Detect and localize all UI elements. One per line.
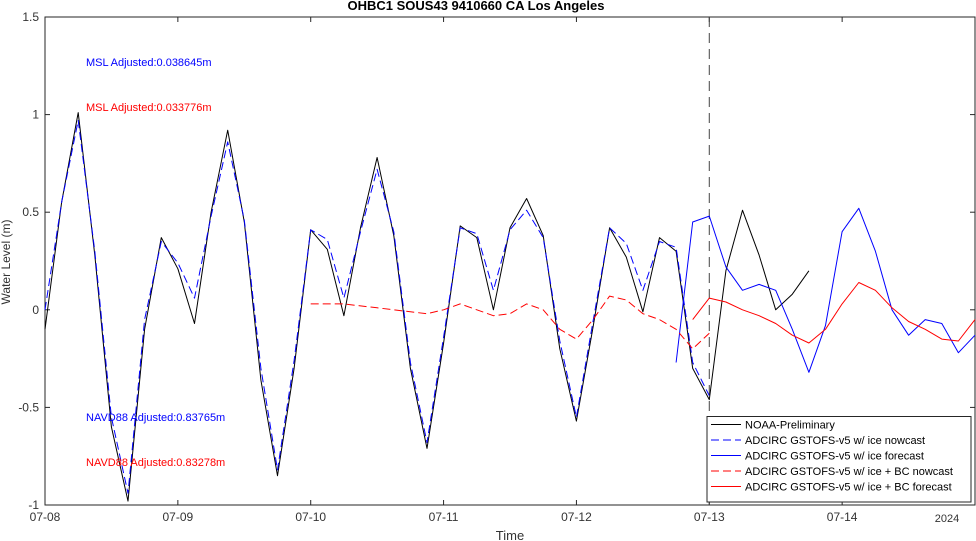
x-tick-label: 07-09 <box>163 510 194 524</box>
x-tick-label: 07-13 <box>694 510 725 524</box>
series-line-1 <box>44 112 810 502</box>
annotation-label: MSL Adjusted:0.038645m <box>86 57 212 69</box>
x-tick-label: 07-08 <box>30 510 61 524</box>
year-label: 2024 <box>935 513 959 525</box>
y-tick-label: -0.5 <box>18 400 39 414</box>
x-tick-label: 07-10 <box>295 510 326 524</box>
x-tick-label: 07-14 <box>827 510 858 524</box>
y-tick-label: 1 <box>32 108 39 122</box>
series-line-5 <box>692 282 976 344</box>
annotation-label: NAVD88 Adjusted:0.83278m <box>86 457 225 469</box>
legend-entry: ADCIRC GSTOFS-v5 w/ ice nowcast <box>745 435 925 447</box>
series-line-3 <box>675 207 976 373</box>
x-axis-label: Time <box>496 528 524 541</box>
legend: NOAA-Preliminary ADCIRC GSTOFS-v5 w/ ice … <box>706 416 972 503</box>
y-axis-label: Water Level (m) <box>0 220 13 305</box>
legend-entry: ADCIRC GSTOFS-v5 w/ ice + BC forecast <box>745 482 952 494</box>
chart-title: OHBC1 SOUS43 9410660 CA Los Angeles <box>348 0 605 13</box>
y-tick-label: -1 <box>28 498 39 512</box>
legend-entry: ADCIRC GSTOFS-v5 w/ ice + BC nowcast <box>745 466 953 478</box>
annotations: MSL Adjusted:0.038645m MSL Adjusted:0.033… <box>86 57 225 469</box>
y-tick-label: 0 <box>32 303 39 317</box>
y-tick-label: 1.5 <box>22 10 39 24</box>
plot-area: -1 -0.5 0 0.5 1 1.5 07-08 07-09 07-10 07-11 07-12 0… <box>18 10 976 524</box>
series-line-4 <box>310 295 710 350</box>
legend-entry: NOAA-Preliminary <box>745 420 835 432</box>
annotation-label: MSL Adjusted:0.033776m <box>86 102 212 114</box>
legend-entry: ADCIRC GSTOFS-v5 w/ ice forecast <box>745 451 924 463</box>
x-tick-label: 07-11 <box>429 510 459 524</box>
series-line-2 <box>44 120 710 494</box>
legend-box <box>706 416 972 503</box>
x-tick-label: 07-12 <box>561 510 592 524</box>
annotation-label: NAVD88 Adjusted:0.83765m <box>86 412 225 424</box>
y-tick-label: 0.5 <box>22 205 39 219</box>
axes-box <box>44 16 976 506</box>
